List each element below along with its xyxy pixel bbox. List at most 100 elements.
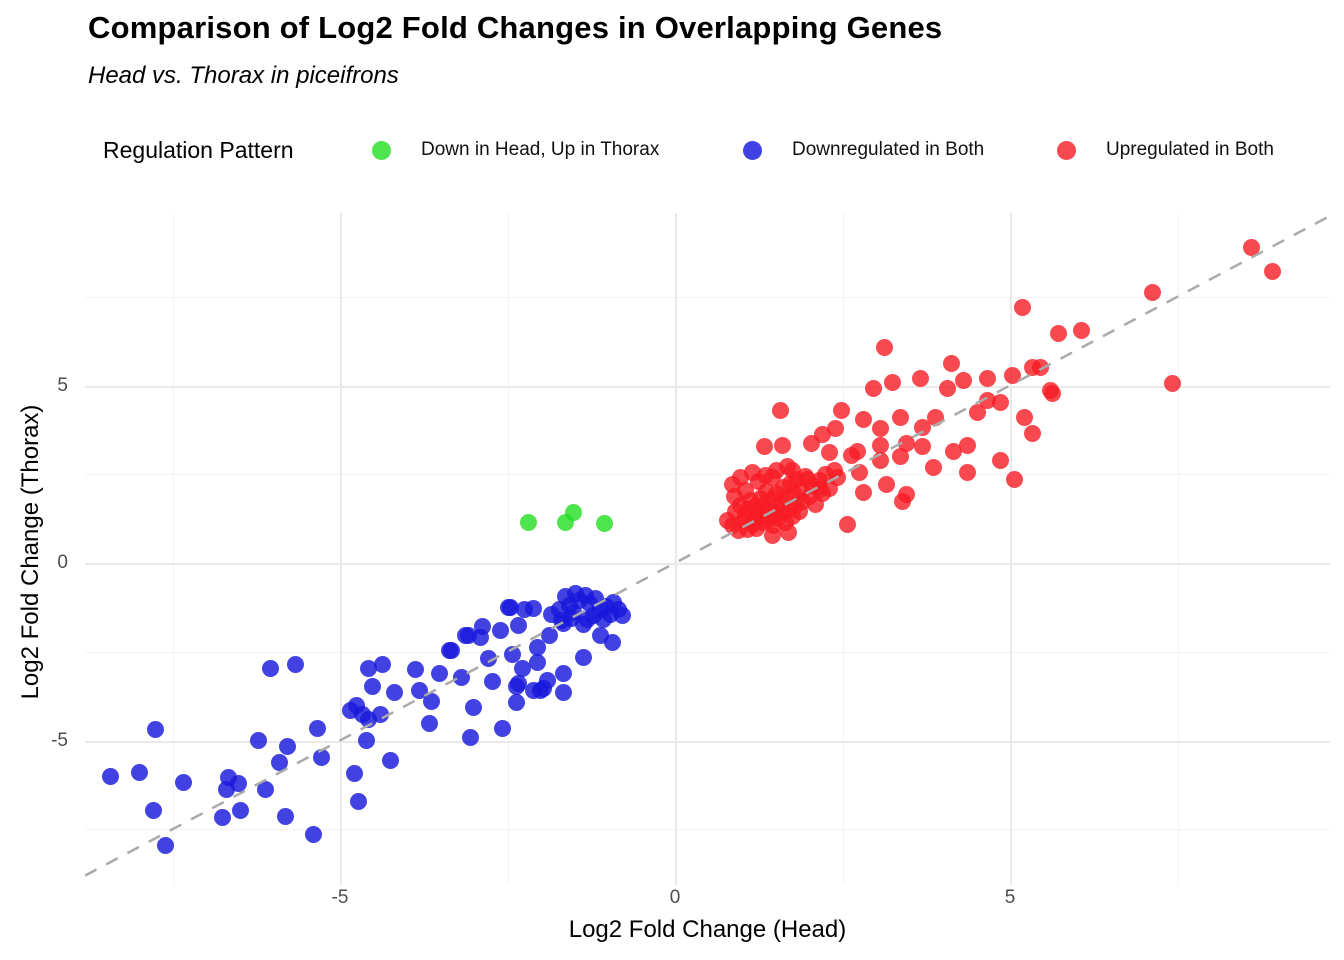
plot-panel <box>85 213 1330 885</box>
legend-label-0: Down in Head, Up in Thorax <box>421 139 660 160</box>
y-tick-label: 0 <box>57 552 68 573</box>
data-point-series-2 <box>884 373 902 391</box>
data-point-series-2 <box>938 379 956 397</box>
data-point-series-2 <box>764 468 782 486</box>
data-point-series-2 <box>854 411 872 429</box>
data-point-series-1 <box>364 678 382 696</box>
data-point-series-1 <box>528 653 546 671</box>
data-point-series-1 <box>279 738 297 756</box>
legend-dot-2 <box>1057 141 1076 160</box>
data-point-series-1 <box>381 751 399 769</box>
data-point-series-2 <box>878 476 896 494</box>
data-point-series-2 <box>911 369 929 387</box>
data-point-series-2 <box>833 401 851 419</box>
data-point-series-2 <box>839 515 857 533</box>
minor-gridline-x <box>507 213 509 885</box>
data-point-series-1 <box>491 621 509 639</box>
x-tick-label: 5 <box>1004 887 1016 908</box>
data-point-series-2 <box>744 463 762 481</box>
data-point-series-2 <box>1263 263 1281 281</box>
legend: Regulation Pattern Down in Head, Up in T… <box>0 128 1344 178</box>
data-point-series-1 <box>406 661 424 679</box>
data-point-series-2 <box>1006 471 1024 489</box>
data-point-series-1 <box>147 721 165 739</box>
data-point-series-1 <box>358 731 376 749</box>
data-point-series-2 <box>1014 298 1032 316</box>
data-point-series-1 <box>431 664 449 682</box>
data-point-series-2 <box>943 354 961 372</box>
y-tick-label: 5 <box>57 375 68 396</box>
data-point-series-2 <box>780 524 798 542</box>
data-point-series-2 <box>978 391 996 409</box>
data-point-series-1 <box>494 719 512 737</box>
data-point-series-1 <box>305 826 323 844</box>
data-point-series-1 <box>574 648 592 666</box>
data-point-series-2 <box>926 408 944 426</box>
data-point-series-2 <box>1031 358 1049 376</box>
data-point-series-2 <box>843 446 861 464</box>
data-point-series-1 <box>313 749 331 767</box>
data-point-series-2 <box>854 483 872 501</box>
data-point-series-1 <box>453 668 471 686</box>
data-point-series-2 <box>1243 238 1261 256</box>
data-point-series-0 <box>564 504 582 522</box>
data-point-series-1 <box>443 641 461 659</box>
y-tick-label: -5 <box>51 730 68 751</box>
data-point-series-1 <box>374 656 392 674</box>
data-point-series-2 <box>756 438 774 456</box>
major-gridline-y <box>85 385 1330 388</box>
data-point-series-2 <box>771 401 789 419</box>
data-point-series-2 <box>871 419 889 437</box>
data-point-series-2 <box>821 444 839 462</box>
x-tick-label: 0 <box>669 887 681 908</box>
data-point-series-2 <box>959 437 977 455</box>
data-point-series-2 <box>979 369 997 387</box>
data-point-series-1 <box>350 793 368 811</box>
data-point-series-2 <box>914 438 932 456</box>
data-point-series-2 <box>871 437 889 455</box>
data-point-series-2 <box>1049 324 1067 342</box>
data-point-series-2 <box>924 458 942 476</box>
data-point-series-2 <box>763 526 781 544</box>
data-point-series-1 <box>371 706 389 724</box>
minor-gridline-y <box>85 829 1330 831</box>
x-axis-title: Log2 Fold Change (Head) <box>568 916 847 943</box>
minor-gridline-y <box>85 296 1330 298</box>
minor-gridline-y <box>85 474 1330 476</box>
data-point-series-1 <box>479 649 497 667</box>
major-gridline-y <box>85 563 1330 565</box>
data-point-series-2 <box>828 468 846 486</box>
data-point-series-1 <box>345 764 363 782</box>
data-point-series-1 <box>474 618 492 636</box>
data-point-series-0 <box>596 514 614 532</box>
major-gridline-x <box>1010 213 1012 885</box>
data-point-series-1 <box>130 764 148 781</box>
chart-title: Comparison of Log2 Fold Changes in Overl… <box>88 10 943 45</box>
data-point-series-2 <box>891 448 909 466</box>
data-point-series-1 <box>541 626 559 644</box>
chart-subtitle: Head vs. Thorax in piceifrons <box>88 62 399 89</box>
legend-dot-1 <box>743 141 762 160</box>
data-point-series-1 <box>514 659 532 677</box>
data-point-series-2 <box>864 379 882 397</box>
data-point-series-2 <box>1003 367 1021 385</box>
data-point-series-1 <box>287 656 305 674</box>
data-point-series-1 <box>614 607 632 624</box>
data-point-series-2 <box>774 436 792 454</box>
data-point-series-1 <box>461 728 479 746</box>
minor-gridline-x <box>1177 213 1179 885</box>
data-point-series-2 <box>1043 384 1061 402</box>
data-point-series-1 <box>348 696 366 714</box>
data-point-series-2 <box>1164 374 1182 392</box>
data-point-series-1 <box>218 781 236 799</box>
data-point-series-1 <box>232 801 250 819</box>
data-point-series-1 <box>156 837 174 855</box>
data-point-series-1 <box>508 694 526 712</box>
data-point-series-2 <box>783 461 801 479</box>
data-point-series-1 <box>261 659 279 677</box>
data-point-series-2 <box>898 486 916 504</box>
major-gridline-x <box>340 213 342 885</box>
data-point-series-1 <box>509 616 527 634</box>
data-point-series-2 <box>1023 424 1041 442</box>
